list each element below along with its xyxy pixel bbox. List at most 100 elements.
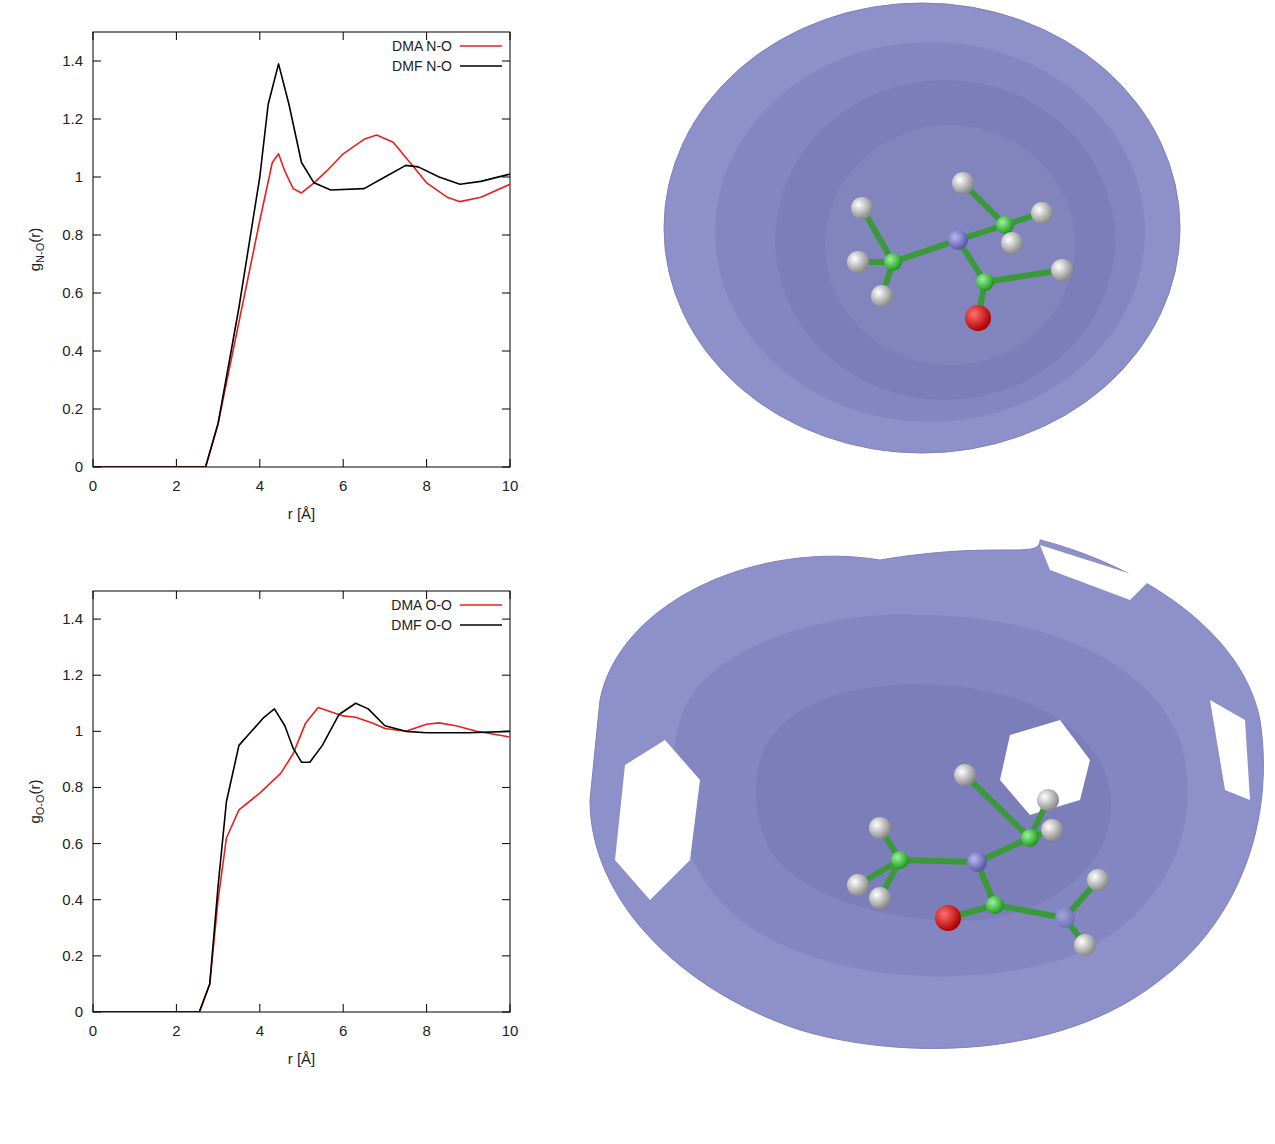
atom xyxy=(967,852,987,872)
bond xyxy=(995,905,1065,918)
y-tick xyxy=(93,119,101,120)
atom xyxy=(1037,789,1059,811)
plot-frame xyxy=(93,32,510,467)
atom xyxy=(869,887,891,909)
x-tick xyxy=(426,459,427,467)
atom xyxy=(1051,259,1073,281)
y-tick xyxy=(93,619,101,620)
atom xyxy=(1055,908,1075,928)
y-tick xyxy=(93,409,101,410)
y-tick-label: 0.2 xyxy=(62,947,83,964)
bond xyxy=(985,270,1062,282)
x-tick xyxy=(343,459,344,467)
surface xyxy=(775,80,1115,400)
series-group xyxy=(93,64,510,467)
x-tick-label: 10 xyxy=(502,477,519,494)
y-tick-label: 0.4 xyxy=(62,342,83,359)
plot-frame xyxy=(93,591,510,1012)
x-tick xyxy=(510,459,511,467)
x-tick xyxy=(176,459,177,467)
x-tick xyxy=(93,32,94,40)
y-tick xyxy=(93,787,101,788)
series-line xyxy=(93,707,510,1012)
x-tick-label: 2 xyxy=(172,1022,180,1039)
y-tick-label: 0 xyxy=(75,1003,83,1020)
atom xyxy=(935,905,961,931)
legend-label: DMF N-O xyxy=(392,58,452,74)
x-tick xyxy=(343,1004,344,1012)
atom xyxy=(1001,232,1023,254)
isosurface-top xyxy=(664,3,1180,453)
atom xyxy=(869,817,891,839)
y-axis-title-part: g xyxy=(26,263,43,271)
x-tick-label: 6 xyxy=(339,1022,347,1039)
atom xyxy=(884,253,902,271)
y-tick-label: 0.6 xyxy=(62,835,83,852)
atom xyxy=(871,285,893,307)
x-axis-title: r [Å] xyxy=(288,505,316,522)
surface-hole xyxy=(1210,700,1250,800)
y-tick-label: 1.4 xyxy=(62,52,83,69)
surface xyxy=(715,42,1145,422)
x-tick-label: 8 xyxy=(422,1022,430,1039)
y-tick xyxy=(502,293,510,294)
surface-hole xyxy=(1000,720,1090,815)
y-tick xyxy=(93,675,101,676)
y-tick xyxy=(502,899,510,900)
surface-hole xyxy=(615,740,700,900)
y-tick-label: 1 xyxy=(75,168,83,185)
y-tick-label: 1.2 xyxy=(62,666,83,683)
figure: 024681000.20.40.60.811.21.4r [Å]gN-O(r)D… xyxy=(0,0,1275,1144)
bond xyxy=(900,860,977,862)
y-tick xyxy=(502,843,510,844)
legend-label: DMA O-O xyxy=(391,597,452,613)
y-tick xyxy=(93,61,101,62)
series-group xyxy=(93,703,510,1012)
y-tick xyxy=(502,467,510,468)
atom xyxy=(1041,819,1063,841)
surface xyxy=(673,615,1188,977)
y-tick xyxy=(502,955,510,956)
x-tick-label: 10 xyxy=(502,1022,519,1039)
y-tick xyxy=(502,61,510,62)
legend-label: DMA N-O xyxy=(392,38,452,54)
y-tick xyxy=(93,955,101,956)
panel-1: 024681000.20.40.60.811.21.4r [Å]gO-O(r)D… xyxy=(26,591,518,1067)
atom xyxy=(948,230,968,250)
x-tick xyxy=(176,1004,177,1012)
x-tick xyxy=(176,32,177,40)
atom xyxy=(986,896,1004,914)
y-tick xyxy=(93,235,101,236)
x-tick xyxy=(93,1004,94,1012)
x-tick-label: 8 xyxy=(422,477,430,494)
atom xyxy=(1074,934,1096,956)
y-tick xyxy=(93,177,101,178)
panel-0: 024681000.20.40.60.811.21.4r [Å]gN-O(r)D… xyxy=(26,32,518,522)
x-tick-label: 6 xyxy=(339,477,347,494)
atom xyxy=(847,251,869,273)
bond xyxy=(965,775,1030,838)
x-tick xyxy=(93,459,94,467)
y-axis-title: gO-O(r) xyxy=(26,779,46,823)
y-axis-title: gN-O(r) xyxy=(26,228,46,272)
surface xyxy=(590,540,1263,1048)
y-tick xyxy=(502,619,510,620)
atom xyxy=(952,172,974,194)
bond xyxy=(893,240,958,262)
atom xyxy=(851,197,873,219)
y-tick-label: 1.2 xyxy=(62,110,83,127)
legend-label: DMF O-O xyxy=(391,617,452,633)
y-tick xyxy=(502,177,510,178)
y-tick xyxy=(502,787,510,788)
atom xyxy=(996,216,1014,234)
x-tick xyxy=(259,32,260,40)
atom xyxy=(976,273,994,291)
isosurface-bottom xyxy=(590,540,1263,1048)
x-tick xyxy=(510,591,511,599)
y-axis-title-part: (r) xyxy=(26,779,43,794)
atom xyxy=(965,305,991,331)
atom xyxy=(847,874,869,896)
x-tick xyxy=(426,1004,427,1012)
legend-swatch xyxy=(460,65,502,67)
y-tick xyxy=(502,351,510,352)
